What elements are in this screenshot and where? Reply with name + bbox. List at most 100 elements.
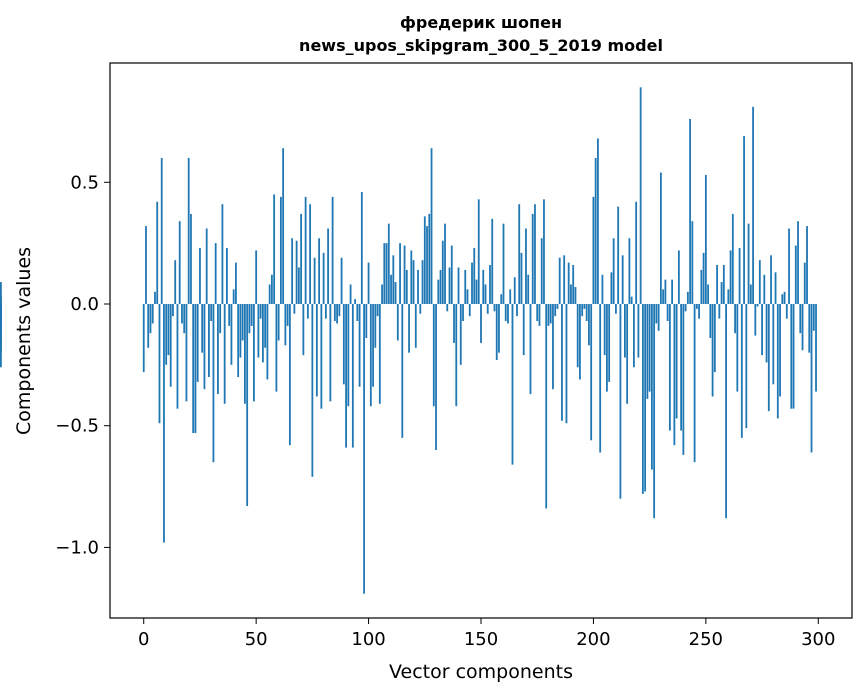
bar-256: [718, 303, 721, 319]
bar-169: [522, 303, 525, 356]
bar-156: [493, 303, 496, 312]
bar-296: [808, 303, 811, 353]
bar-120: [412, 260, 415, 304]
bar-229: [657, 303, 660, 331]
bar-62: [282, 148, 285, 304]
bar-40: [232, 289, 235, 304]
bar-14: [174, 260, 177, 304]
bar-178: [543, 199, 545, 304]
bar-98: [363, 303, 365, 594]
y-tick-label: 0.0: [70, 294, 99, 315]
bar-73: [306, 303, 309, 319]
bar-287: [788, 228, 790, 304]
chart-title: фредерик шопен: [400, 13, 562, 32]
y-tick-label: −0.5: [55, 416, 99, 437]
bar-56: [268, 284, 271, 304]
bar-222: [641, 303, 644, 494]
bar-237: [675, 303, 678, 419]
bar-127: [428, 213, 431, 304]
bar-199: [590, 303, 593, 441]
bar-118: [408, 303, 410, 353]
x-tick-label: 300: [801, 629, 835, 650]
bar-246: [695, 303, 698, 309]
bar-82: [327, 228, 329, 304]
bar-67: [293, 303, 296, 314]
bars-group: [0, 87, 817, 594]
bar-207: [608, 303, 611, 382]
x-tick-label: 200: [576, 629, 610, 650]
bar-111: [392, 255, 395, 304]
bar-83: [329, 303, 332, 402]
bar-160: [502, 223, 505, 304]
bar-103: [374, 303, 377, 348]
bar-239: [680, 303, 683, 431]
bar-267: [743, 136, 745, 304]
bar-116: [403, 245, 406, 304]
bar-22: [192, 303, 195, 433]
bar-37: [226, 248, 228, 304]
bar-201: [594, 157, 597, 304]
bar-45: [244, 303, 246, 404]
bar-175: [536, 303, 539, 322]
bar-57: [270, 274, 273, 304]
bar-277: [765, 303, 768, 363]
bar-44: [241, 303, 244, 341]
bar-51: [257, 303, 260, 358]
bar-99: [365, 303, 368, 339]
bar-72: [304, 196, 307, 304]
bar-131: [437, 279, 440, 304]
bar-29: [208, 303, 210, 378]
bar-141: [459, 303, 462, 365]
bar-258: [722, 265, 725, 304]
bar-49: [253, 303, 255, 402]
bar-34: [219, 303, 222, 334]
bar-186: [561, 303, 563, 421]
bar-17: [181, 303, 183, 324]
bar-132: [439, 269, 442, 304]
bar-219: [635, 201, 638, 304]
bar-126: [426, 226, 428, 304]
bar-269: [747, 223, 750, 304]
bar-81: [324, 303, 327, 319]
bar-204: [601, 274, 604, 304]
bar-21: [190, 213, 192, 304]
bar-88: [340, 257, 343, 304]
bar-147: [473, 248, 476, 304]
bar-undefined: [0, 296, 2, 304]
bar-18: [183, 303, 186, 334]
bar-25: [199, 248, 201, 304]
bar-93: [351, 303, 354, 448]
bar-293: [801, 303, 804, 351]
bar-215: [626, 303, 629, 404]
bar-288: [790, 303, 793, 409]
bar-43: [239, 303, 242, 358]
bar-76: [313, 257, 316, 304]
bar-4: [151, 303, 154, 324]
bar-279: [770, 255, 772, 304]
chart-subtitle: news_upos_skipgram_300_5_2019 model: [299, 36, 663, 55]
bar-101: [369, 303, 372, 407]
bar-143: [464, 269, 467, 304]
bar-286: [785, 303, 788, 319]
bar-53: [262, 303, 264, 363]
bar-274: [758, 260, 761, 304]
bar-280: [772, 303, 775, 385]
bar-166: [516, 303, 518, 317]
bar-47: [248, 303, 251, 334]
bar-158: [498, 303, 500, 353]
bar-283: [779, 303, 781, 397]
bar-135: [446, 303, 449, 312]
bar-11: [167, 303, 170, 356]
bar-187: [563, 255, 566, 304]
y-axis-ticks: −1.0 −0.5 0.0 0.5: [55, 172, 110, 558]
bar-145: [468, 303, 471, 317]
bar-214: [624, 303, 626, 358]
bar-205: [603, 303, 606, 356]
bar-206: [606, 303, 608, 392]
bar-181: [549, 303, 552, 324]
bar-9: [163, 303, 165, 543]
bar-253: [711, 303, 714, 397]
bar-152: [484, 284, 487, 304]
bar-192: [574, 286, 577, 304]
